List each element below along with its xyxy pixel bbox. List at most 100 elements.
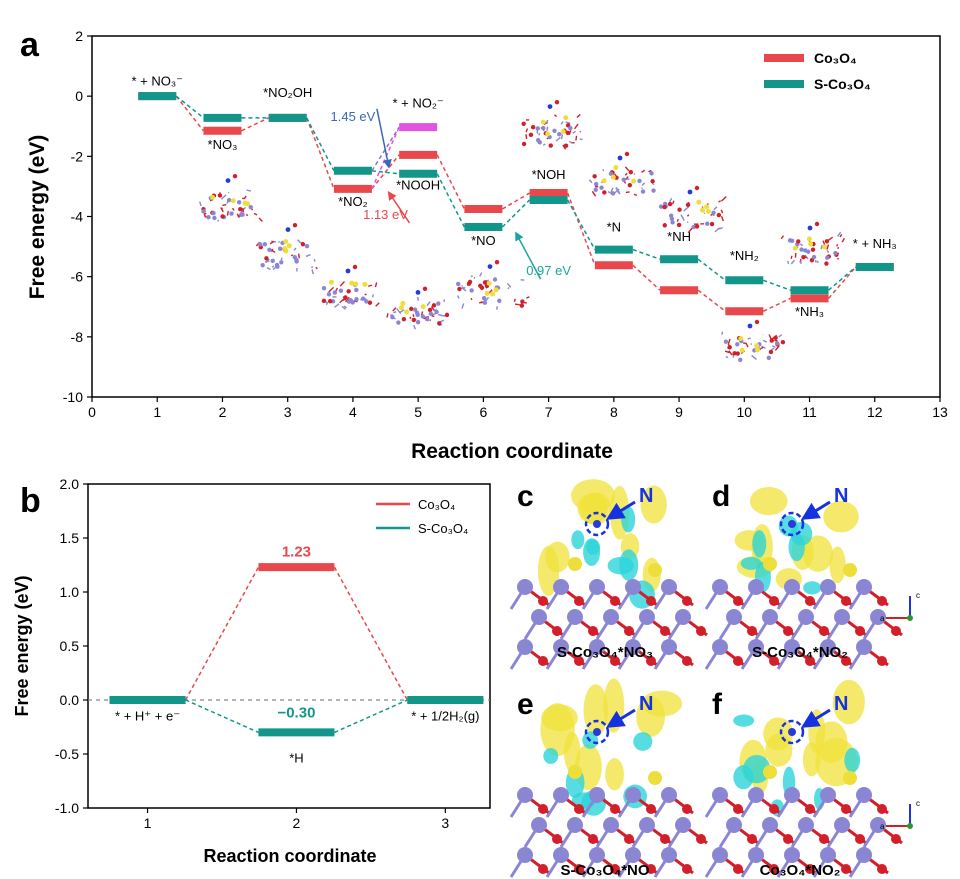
- series-connector: [762, 297, 791, 312]
- bond: [836, 244, 839, 247]
- atom: [304, 243, 310, 249]
- oxygen-atom: [747, 834, 757, 844]
- bond: [525, 296, 530, 299]
- step-label: *H: [289, 751, 303, 766]
- atom: [479, 285, 485, 291]
- bond: [341, 305, 346, 310]
- atom: [414, 310, 420, 315]
- atom: [321, 285, 327, 291]
- bond: [727, 338, 731, 344]
- nitrogen-atom: [415, 290, 421, 295]
- series-connector: [371, 154, 400, 190]
- bond: [614, 188, 620, 194]
- panel-b: b 1 2 3 2.0 1.5 1.0 0.5 0.0 -0.5 -1.0 Reaction coo…: [12, 476, 491, 866]
- nitrogen-atom: [593, 520, 601, 528]
- bond: [790, 259, 796, 265]
- atom: [300, 242, 306, 247]
- y-tick-label: 2: [75, 28, 83, 44]
- cobalt-atom: [870, 817, 886, 833]
- atom: [650, 179, 655, 184]
- atom: [434, 309, 439, 315]
- bond: [768, 334, 772, 340]
- series-connector: [502, 192, 530, 210]
- atom: [217, 193, 223, 198]
- cobalt-atom: [820, 787, 836, 803]
- step-label: * + NH₃: [853, 236, 897, 251]
- bond: [615, 186, 619, 193]
- axis-triad: ca: [880, 799, 920, 831]
- atom: [796, 239, 801, 244]
- bond: [386, 313, 389, 318]
- atom: [326, 292, 332, 297]
- bond: [220, 194, 227, 200]
- cobalt-atom: [856, 847, 872, 863]
- bond: [718, 227, 723, 230]
- y-tick-label: -10: [63, 389, 83, 405]
- bond: [374, 282, 378, 288]
- x-tick-label: 2: [219, 404, 227, 420]
- bond: [538, 132, 541, 136]
- bond: [399, 309, 405, 313]
- structure-caption: S-Co₃O₄*NO: [560, 862, 649, 879]
- cobalt-atom: [625, 787, 641, 803]
- bond: [231, 207, 235, 211]
- cobalt-atom: [712, 639, 728, 655]
- atom: [593, 187, 598, 192]
- sulfur-atom: [696, 199, 702, 205]
- y-tick-label: -0.5: [55, 746, 79, 762]
- bond: [591, 190, 597, 197]
- cobalt-atom: [625, 847, 641, 863]
- bond: [269, 240, 275, 245]
- nitrogen-atom: [547, 104, 553, 109]
- cobalt-atom: [553, 579, 569, 595]
- cobalt-atom: [856, 787, 872, 803]
- cobalt-atom: [517, 787, 533, 803]
- oxygen-atom: [232, 174, 238, 179]
- oxygen-atom: [747, 626, 757, 636]
- structure-panels: c N S-Co₃O₄*NO₃ d N S-Co₃O₄*NO₂ e N S-Co₃O₄*NO f N…: [509, 479, 920, 879]
- atom: [482, 300, 488, 305]
- oxygen-atom: [646, 656, 656, 666]
- sulfur-atom: [328, 279, 334, 285]
- cobalt-atom: [589, 579, 605, 595]
- oxygen-atom: [646, 864, 656, 874]
- bond: [507, 286, 510, 290]
- oxygen-atom: [841, 596, 851, 606]
- atom: [279, 260, 284, 265]
- axis-label-a: a: [880, 614, 885, 623]
- bond: [641, 182, 646, 186]
- atom: [735, 351, 740, 356]
- bond: [513, 298, 516, 303]
- atom: [738, 357, 743, 363]
- annotation-arrow: [376, 108, 392, 169]
- series-connector: [697, 289, 726, 312]
- x-tick-label: 11: [802, 404, 817, 420]
- element-label-n: N: [834, 693, 848, 715]
- oxygen-atom: [494, 260, 500, 265]
- bond: [772, 345, 776, 349]
- sulfur-atom: [631, 178, 637, 184]
- barrier-annotation: 1.45 eV: [331, 109, 376, 124]
- atom: [825, 255, 830, 260]
- oxygen-atom: [855, 834, 865, 844]
- sulfur-atom: [404, 309, 410, 315]
- atom: [685, 202, 691, 208]
- bond: [814, 260, 817, 263]
- x-tick-label: 7: [545, 404, 553, 420]
- cobalt-atom: [675, 817, 691, 833]
- nitrogen-atom: [788, 728, 796, 736]
- atom: [424, 316, 430, 322]
- sulfur-atom: [648, 563, 662, 577]
- nitrogen-arrow: [800, 708, 831, 728]
- sulfur-atom: [560, 128, 566, 134]
- oxygen-atom: [538, 804, 548, 814]
- cobalt-atom: [798, 817, 814, 833]
- panel-letter-f: f: [712, 688, 723, 721]
- atom: [637, 178, 642, 184]
- oxygen-atom: [682, 804, 692, 814]
- bond: [525, 128, 529, 133]
- bond: [641, 169, 646, 173]
- atom: [240, 212, 245, 217]
- atom: [497, 298, 502, 303]
- molecule-thumbnail: [321, 264, 380, 310]
